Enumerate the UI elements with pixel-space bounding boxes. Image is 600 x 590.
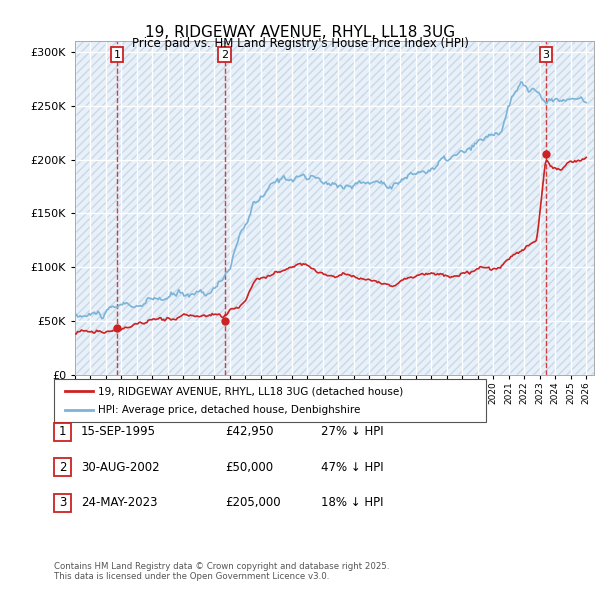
Text: 1: 1 [59,425,66,438]
Text: 19, RIDGEWAY AVENUE, RHYL, LL18 3UG (detached house): 19, RIDGEWAY AVENUE, RHYL, LL18 3UG (det… [98,386,403,396]
Text: 15-SEP-1995: 15-SEP-1995 [81,425,156,438]
Text: 2: 2 [59,461,66,474]
Text: 24-MAY-2023: 24-MAY-2023 [81,496,157,509]
Text: 30-AUG-2002: 30-AUG-2002 [81,461,160,474]
Text: Price paid vs. HM Land Registry's House Price Index (HPI): Price paid vs. HM Land Registry's House … [131,37,469,50]
Text: 27% ↓ HPI: 27% ↓ HPI [321,425,383,438]
Text: £50,000: £50,000 [225,461,273,474]
Text: 19, RIDGEWAY AVENUE, RHYL, LL18 3UG: 19, RIDGEWAY AVENUE, RHYL, LL18 3UG [145,25,455,40]
Text: 2: 2 [221,50,228,60]
Text: 47% ↓ HPI: 47% ↓ HPI [321,461,383,474]
Text: 1: 1 [113,50,121,60]
Text: HPI: Average price, detached house, Denbighshire: HPI: Average price, detached house, Denb… [98,405,360,415]
Text: £42,950: £42,950 [225,425,274,438]
Text: 3: 3 [542,50,550,60]
Text: 3: 3 [59,496,66,509]
Text: £205,000: £205,000 [225,496,281,509]
Text: 18% ↓ HPI: 18% ↓ HPI [321,496,383,509]
Text: Contains HM Land Registry data © Crown copyright and database right 2025.
This d: Contains HM Land Registry data © Crown c… [54,562,389,581]
